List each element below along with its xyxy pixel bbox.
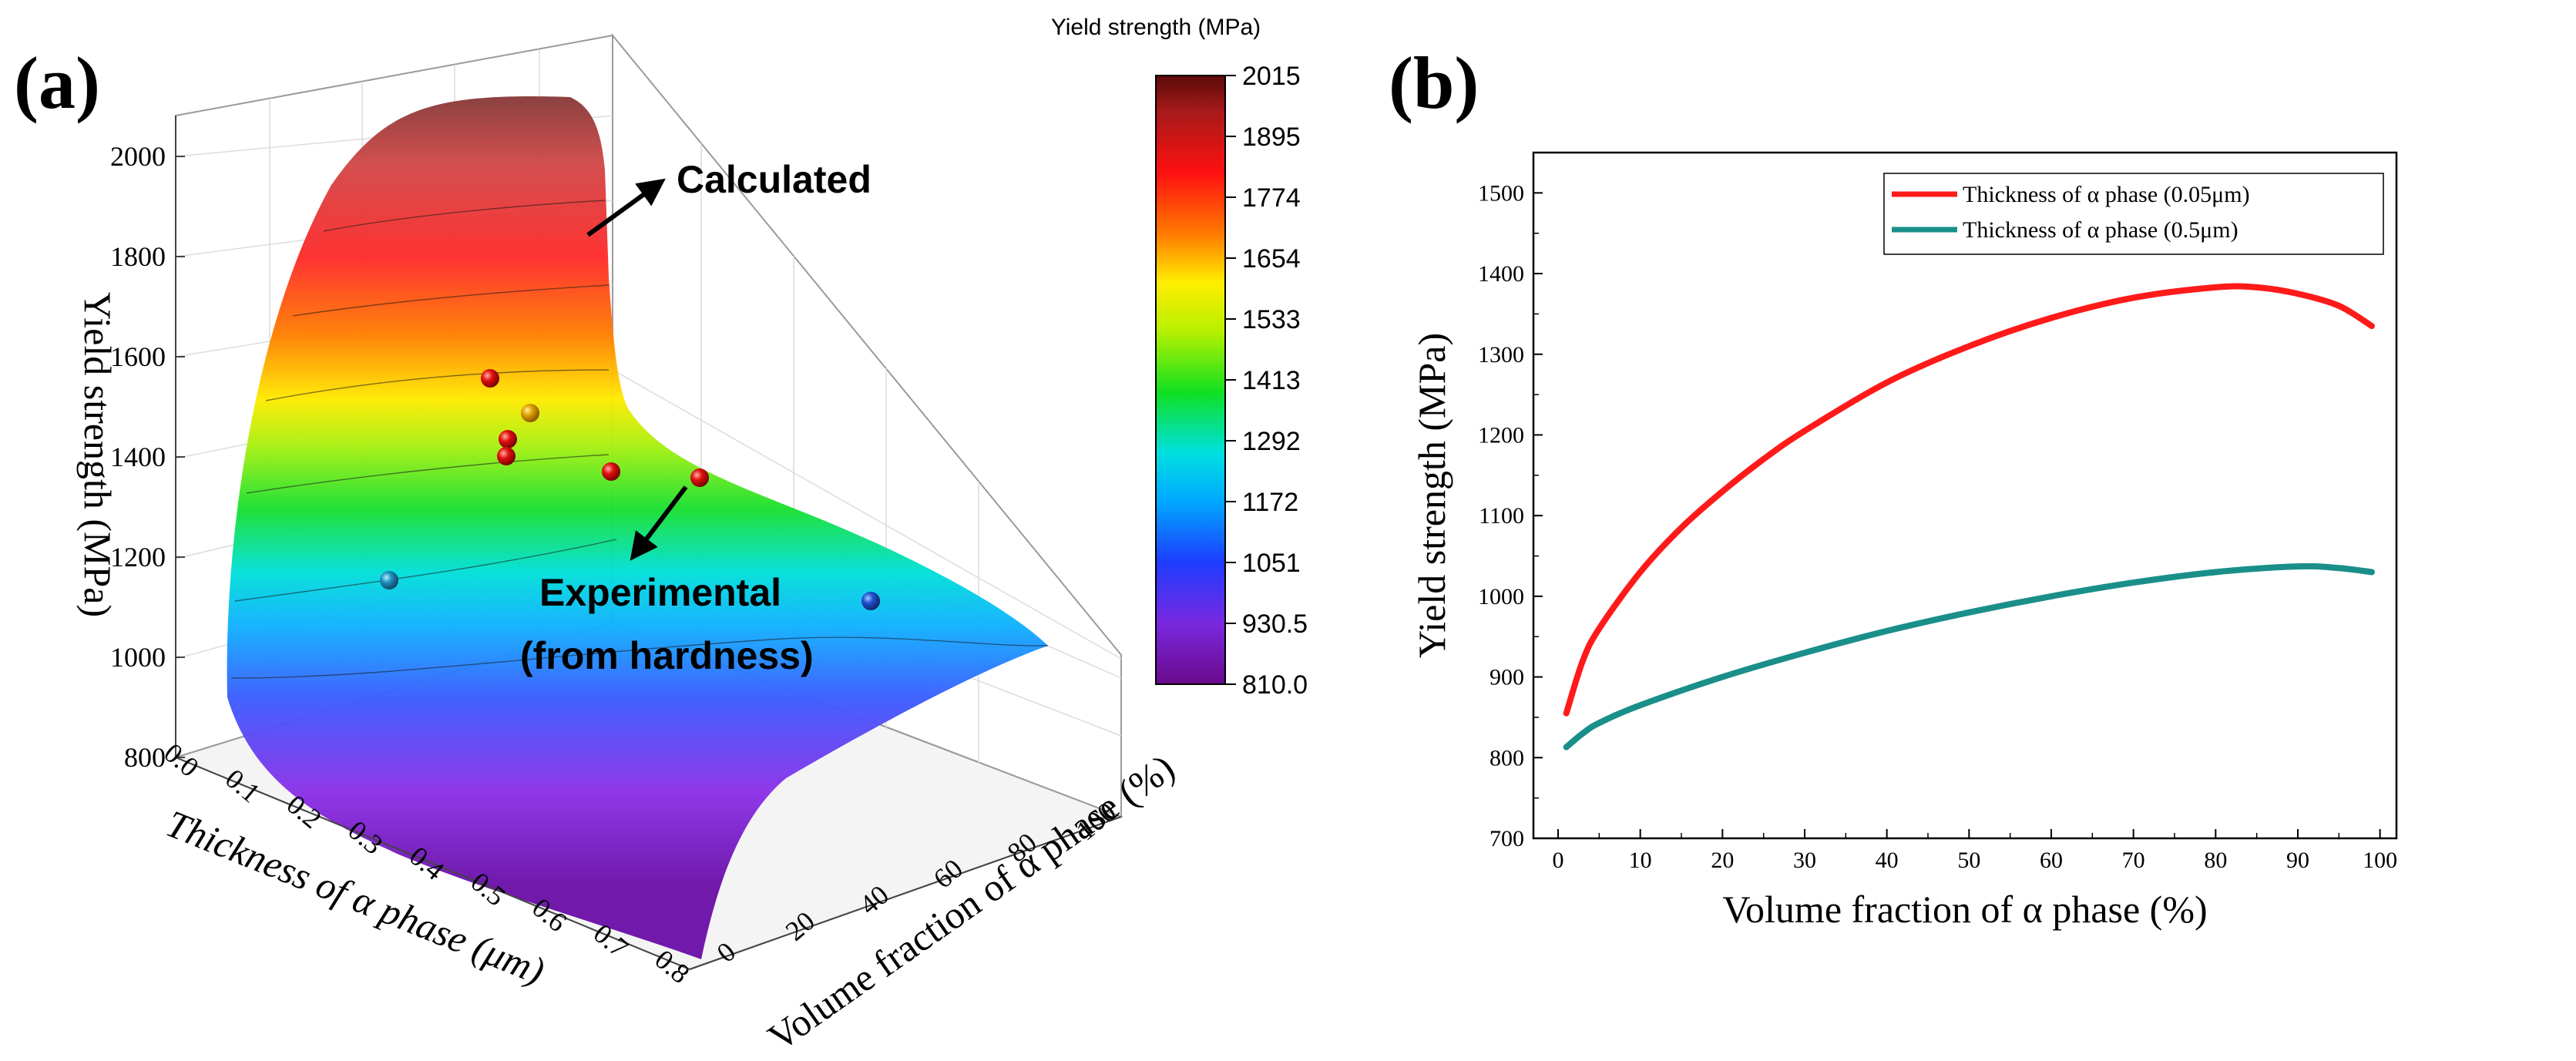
z-tick-label: 800 [124,742,166,773]
b-x-tick-label: 40 [1876,848,1899,873]
z-axis-title: Yield strength (MPa) [76,292,119,617]
b-y-tick-label: 1300 [1478,342,1524,368]
b-y-tick-label: 1100 [1479,503,1524,529]
b-x-tick-label: 30 [1793,848,1816,873]
experimental-annotation-line2: (from hardness) [520,634,814,677]
exp-point [481,369,499,388]
z-tick-label: 1000 [110,642,166,673]
b-series [1563,283,2375,750]
z-tick-label: 1800 [110,241,166,272]
surface-contours [230,200,1049,679]
b-y-tick-label: 700 [1490,826,1524,851]
colorbar-ticks: 2015 1895 1774 1654 1533 1413 1292 1172 1051 930.… [1225,62,1308,700]
colorbar [1155,75,1226,685]
exp-point [380,571,398,589]
colorbar-tick-label: 1172 [1242,488,1298,517]
series-line-0 [1563,283,2375,717]
exp-point [499,430,517,448]
exp-point [690,468,709,487]
exp-point [602,462,620,481]
b-x-tick-label: 100 [2363,848,2397,873]
calculated-arrow [586,178,666,237]
z-tick-label: 1200 [110,542,166,572]
colorbar-tick-label: 1413 [1242,366,1301,395]
b-x-tick-label: 10 [1629,848,1652,873]
legend-box [1883,173,2384,255]
colorbar-tick-label: 1895 [1242,123,1301,152]
b-y-tick-label: 800 [1490,745,1524,771]
b-y-tick-label: 900 [1490,665,1524,690]
b-x-tick-label: 80 [2204,848,2227,873]
colorbar-tick-label: 810.0 [1242,670,1308,700]
y-axis-line [689,816,1122,970]
colorbar-tick-label: 930.5 [1242,609,1308,639]
b-x-axis-ticks: 0 10 20 30 40 50 60 70 80 90 100 [1553,829,2397,873]
legend-label-1: Thickness of α phase (0.5μm) [1963,217,2238,243]
legend: Thickness of α phase (0.05μm) Thickness … [1883,173,2384,255]
b-x-axis-title: Volume fraction of α phase (%) [1722,888,2207,931]
z-axis-ticks: 800 1000 1200 1400 1600 1800 2000 [110,141,185,773]
z-tick-label: 1600 [110,341,166,372]
exp-point [521,404,539,422]
exp-point [497,447,516,465]
b-y-axis-title: Yield strength (MPa) [1410,333,1453,658]
colorbar-tick-label: 1051 [1242,549,1301,578]
b-x-tick-label: 0 [1553,848,1564,873]
series-line-1 [1563,562,2375,750]
b-y-axis-ticks: 700 800 900 1000 1100 1200 1300 1400 1500 [1478,180,1543,851]
b-x-tick-label: 20 [1711,848,1734,873]
b-x-tick-label: 50 [1957,848,1980,873]
colorbar-tick-label: 1774 [1242,183,1301,213]
experimental-points [380,369,880,610]
b-x-tick-label: 90 [2286,848,2309,873]
panel-b: (b) 700 800 900 1000 1100 1200 1300 1400 1500 0 1… [1389,42,2398,931]
z-tick-label: 2000 [110,141,166,172]
panel-b-label: (b) [1389,42,1479,124]
colorbar-tick-label: 1292 [1242,427,1301,456]
yield-surface [227,96,1048,960]
exp-point [861,592,880,610]
b-x-tick-label: 60 [2040,848,2063,873]
colorbar-tick-label: 1654 [1242,244,1301,274]
plot-frame [1532,151,2398,840]
x-axis-line [175,757,690,970]
z-tick-label: 1400 [110,442,166,472]
panel-a: (a) [14,15,1308,1059]
colorbar-tick-label: 1533 [1242,305,1301,334]
b-y-tick-label: 1500 [1478,180,1524,206]
experimental-annotation-line1: Experimental [539,571,781,614]
b-x-tick-label: 70 [2122,848,2145,873]
legend-label-0: Thickness of α phase (0.05μm) [1963,182,2250,207]
colorbar-tick-label: 2015 [1242,62,1301,91]
experimental-arrow [630,485,688,561]
colorbar-title: Yield strength (MPa) [1051,15,1261,40]
b-y-tick-label: 1000 [1478,584,1524,609]
b-y-tick-label: 1200 [1478,422,1524,448]
b-y-tick-label: 1400 [1478,261,1524,287]
panel-a-label: (a) [14,42,100,124]
calculated-annotation: Calculated [677,158,872,201]
